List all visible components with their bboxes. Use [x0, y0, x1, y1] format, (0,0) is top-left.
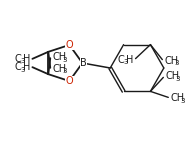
Text: 3: 3: [180, 98, 185, 104]
Text: 3: 3: [174, 60, 179, 66]
Text: 3: 3: [20, 67, 25, 73]
Text: 3: 3: [62, 68, 67, 74]
Text: CH: CH: [165, 71, 179, 81]
Text: CH: CH: [164, 56, 178, 66]
Text: 3: 3: [124, 59, 128, 65]
Text: H: H: [23, 62, 30, 72]
Text: O: O: [66, 40, 73, 50]
Text: B: B: [80, 58, 87, 68]
Text: H: H: [126, 55, 133, 65]
Text: CH: CH: [52, 52, 66, 62]
Text: 3: 3: [20, 58, 25, 64]
Text: C: C: [118, 55, 125, 65]
Text: H: H: [23, 54, 30, 64]
Text: 3: 3: [62, 57, 67, 63]
Text: 3: 3: [175, 76, 180, 82]
Text: CH: CH: [170, 93, 184, 103]
Text: CH: CH: [52, 64, 66, 74]
Text: C: C: [15, 54, 21, 64]
Text: C: C: [15, 62, 21, 72]
Text: O: O: [66, 76, 73, 86]
